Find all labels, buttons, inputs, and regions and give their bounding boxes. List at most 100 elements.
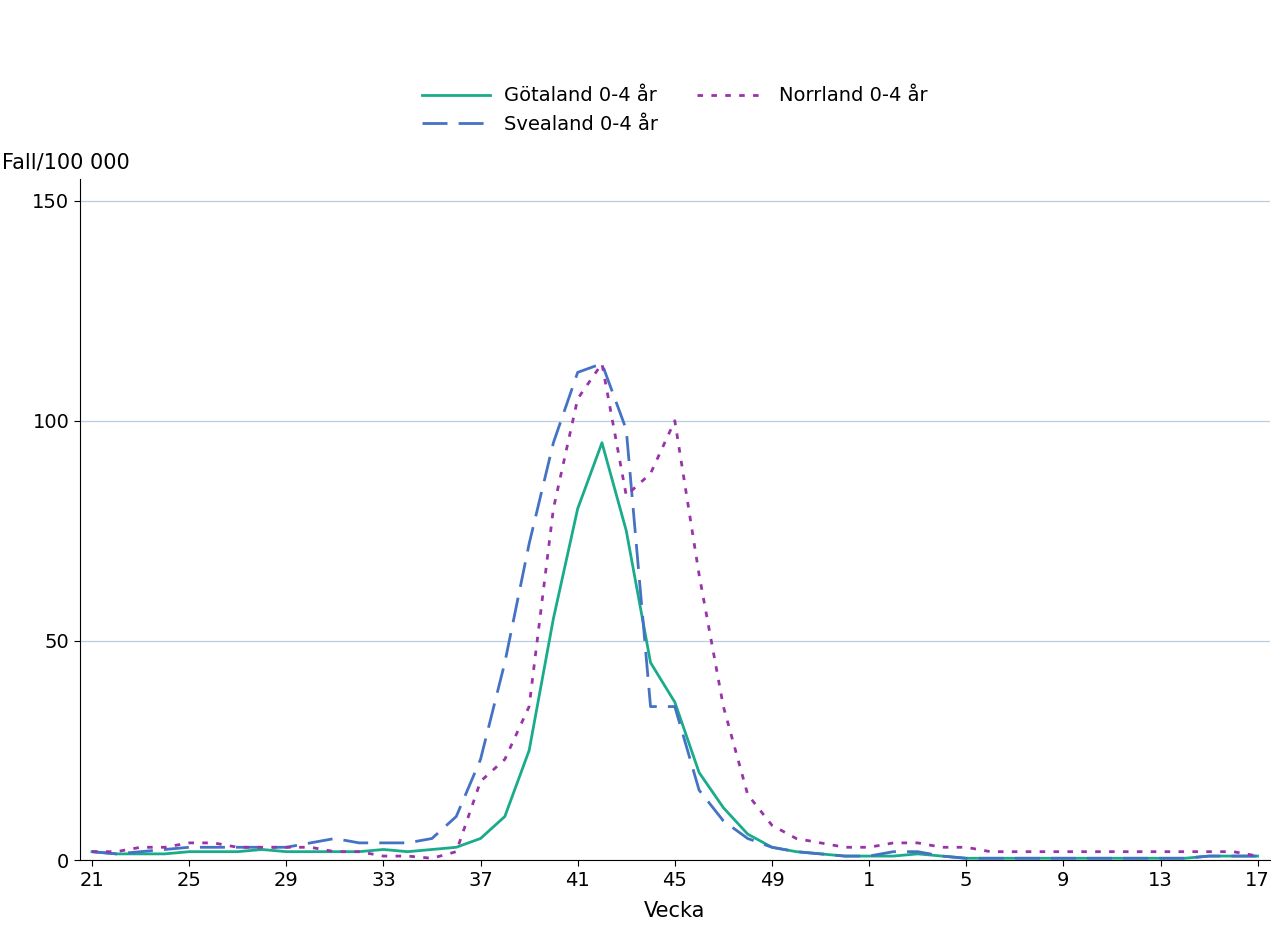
Svealand 0-4 år bbox=[472, 753, 488, 765]
Svealand 0-4 år bbox=[1250, 851, 1265, 862]
Line: Svealand 0-4 år: Svealand 0-4 år bbox=[91, 363, 1257, 858]
Norrland 0-4 år bbox=[595, 358, 610, 369]
Svealand 0-4 år bbox=[595, 358, 610, 369]
Svealand 0-4 år bbox=[1201, 851, 1216, 862]
Svealand 0-4 år bbox=[497, 657, 512, 668]
Norrland 0-4 år bbox=[1225, 846, 1241, 857]
Götaland 0-4 år bbox=[497, 811, 512, 822]
Norrland 0-4 år bbox=[837, 841, 852, 853]
Götaland 0-4 år bbox=[133, 848, 148, 859]
Götaland 0-4 år bbox=[1080, 853, 1095, 864]
Götaland 0-4 år bbox=[351, 846, 367, 857]
Svealand 0-4 år bbox=[157, 844, 172, 856]
Götaland 0-4 år bbox=[570, 503, 586, 514]
Norrland 0-4 år bbox=[1080, 846, 1095, 857]
Norrland 0-4 år bbox=[789, 833, 804, 844]
Svealand 0-4 år bbox=[376, 838, 391, 849]
Svealand 0-4 år bbox=[1055, 853, 1071, 864]
Svealand 0-4 år bbox=[837, 851, 852, 862]
Norrland 0-4 år bbox=[1104, 846, 1120, 857]
Götaland 0-4 år bbox=[861, 851, 876, 862]
Svealand 0-4 år bbox=[934, 851, 950, 862]
Norrland 0-4 år bbox=[667, 416, 682, 427]
Svealand 0-4 år bbox=[1008, 853, 1023, 864]
Götaland 0-4 år bbox=[206, 846, 221, 857]
Götaland 0-4 år bbox=[1225, 851, 1241, 862]
Norrland 0-4 år bbox=[449, 846, 465, 857]
Götaland 0-4 år bbox=[255, 844, 270, 856]
Svealand 0-4 år bbox=[813, 848, 829, 859]
Norrland 0-4 år bbox=[1055, 846, 1071, 857]
Götaland 0-4 år bbox=[983, 853, 999, 864]
Norrland 0-4 år bbox=[716, 701, 731, 712]
Götaland 0-4 år bbox=[472, 833, 488, 844]
Norrland 0-4 år bbox=[1129, 846, 1144, 857]
Norrland 0-4 år bbox=[983, 846, 999, 857]
Norrland 0-4 år bbox=[1250, 851, 1265, 862]
Götaland 0-4 år bbox=[740, 828, 755, 840]
Götaland 0-4 år bbox=[667, 696, 682, 708]
Text: Fall/100 000: Fall/100 000 bbox=[3, 152, 130, 172]
Svealand 0-4 år bbox=[885, 846, 901, 857]
Götaland 0-4 år bbox=[1201, 851, 1216, 862]
Norrland 0-4 år bbox=[472, 776, 488, 787]
Svealand 0-4 år bbox=[400, 838, 416, 849]
Svealand 0-4 år bbox=[206, 841, 221, 853]
Svealand 0-4 år bbox=[716, 815, 731, 826]
Svealand 0-4 år bbox=[861, 851, 876, 862]
Norrland 0-4 år bbox=[740, 789, 755, 800]
Svealand 0-4 år bbox=[84, 846, 99, 857]
Norrland 0-4 år bbox=[1153, 846, 1169, 857]
Götaland 0-4 år bbox=[716, 802, 731, 813]
Svealand 0-4 år bbox=[740, 833, 755, 844]
Norrland 0-4 år bbox=[764, 820, 780, 831]
Norrland 0-4 år bbox=[376, 851, 391, 862]
Norrland 0-4 år bbox=[327, 846, 342, 857]
Norrland 0-4 år bbox=[230, 841, 246, 853]
Svealand 0-4 år bbox=[133, 846, 148, 857]
Norrland 0-4 år bbox=[425, 853, 440, 864]
Norrland 0-4 år bbox=[1178, 846, 1193, 857]
Götaland 0-4 år bbox=[181, 846, 197, 857]
Svealand 0-4 år bbox=[108, 848, 124, 859]
Norrland 0-4 år bbox=[691, 569, 707, 580]
Svealand 0-4 år bbox=[546, 437, 561, 448]
Norrland 0-4 år bbox=[1008, 846, 1023, 857]
Götaland 0-4 år bbox=[108, 848, 124, 859]
Götaland 0-4 år bbox=[546, 613, 561, 624]
Norrland 0-4 år bbox=[910, 838, 925, 849]
Norrland 0-4 år bbox=[181, 838, 197, 849]
Norrland 0-4 år bbox=[133, 841, 148, 853]
Götaland 0-4 år bbox=[278, 846, 293, 857]
Götaland 0-4 år bbox=[1153, 853, 1169, 864]
Svealand 0-4 år bbox=[181, 841, 197, 853]
Götaland 0-4 år bbox=[84, 846, 99, 857]
Götaland 0-4 år bbox=[934, 851, 950, 862]
Götaland 0-4 år bbox=[302, 846, 318, 857]
Götaland 0-4 år bbox=[789, 846, 804, 857]
Norrland 0-4 år bbox=[619, 490, 634, 501]
Svealand 0-4 år bbox=[1080, 853, 1095, 864]
Line: Götaland 0-4 år: Götaland 0-4 år bbox=[91, 443, 1257, 858]
Norrland 0-4 år bbox=[206, 838, 221, 849]
Norrland 0-4 år bbox=[157, 841, 172, 853]
Götaland 0-4 år bbox=[1178, 853, 1193, 864]
Svealand 0-4 år bbox=[1153, 853, 1169, 864]
Norrland 0-4 år bbox=[521, 701, 537, 712]
Norrland 0-4 år bbox=[885, 838, 901, 849]
Norrland 0-4 år bbox=[84, 846, 99, 857]
Svealand 0-4 år bbox=[570, 367, 586, 378]
Norrland 0-4 år bbox=[351, 846, 367, 857]
Götaland 0-4 år bbox=[837, 851, 852, 862]
Götaland 0-4 år bbox=[642, 657, 658, 668]
Svealand 0-4 år bbox=[521, 538, 537, 549]
Götaland 0-4 år bbox=[813, 848, 829, 859]
Götaland 0-4 år bbox=[521, 745, 537, 756]
Götaland 0-4 år bbox=[1104, 853, 1120, 864]
Legend: Götaland 0-4 år, Svealand 0-4 år, Norrland 0-4 år: Götaland 0-4 år, Svealand 0-4 år, Norrla… bbox=[422, 86, 927, 134]
Götaland 0-4 år bbox=[230, 846, 246, 857]
Svealand 0-4 år bbox=[1129, 853, 1144, 864]
Svealand 0-4 år bbox=[425, 833, 440, 844]
Norrland 0-4 år bbox=[813, 838, 829, 849]
Svealand 0-4 år bbox=[764, 841, 780, 853]
